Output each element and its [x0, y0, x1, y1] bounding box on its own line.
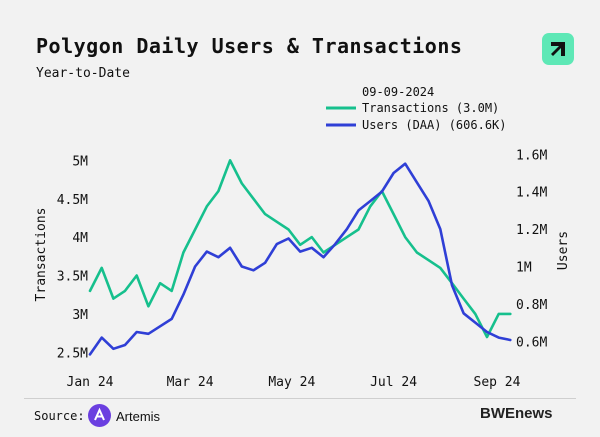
y-left-tick-label: 5M — [72, 154, 88, 169]
y-right-axis-label: Users — [556, 231, 571, 270]
series-line-transactions — [88, 159, 512, 339]
x-tick-label: Jul 24 — [370, 375, 417, 390]
y-left-tick-label: 3M — [72, 308, 88, 323]
line-chart: 2.5M 3M 3.5M 4M 4.5M 5M 0.6M 0.8M 1M 1.2M 1.4M 1.6M… — [34, 85, 571, 390]
logo-glyph-icon — [551, 42, 565, 56]
watermark-logo: BWEnews — [480, 405, 553, 422]
y-left-tick-label: 4.5M — [57, 193, 88, 208]
artemis-icon — [88, 404, 111, 427]
y-right-tick-label: 0.6M — [516, 335, 547, 350]
brand-logo-icon — [542, 33, 574, 65]
chart-subtitle: Year-to-Date — [36, 66, 130, 81]
y-left-tick-label: 3.5M — [57, 270, 88, 285]
artemis-glyph-icon — [94, 407, 105, 421]
chart-title: Polygon Daily Users & Transactions — [36, 34, 463, 58]
x-tick-label: Mar 24 — [167, 375, 214, 390]
y-left-tick-label: 2.5M — [57, 346, 88, 361]
series-line-users — [88, 162, 512, 356]
legend-entry-transactions: Transactions (3.0M) — [362, 101, 499, 115]
footer-divider — [24, 398, 576, 399]
y-right-tick-label: 1.4M — [516, 186, 547, 201]
x-tick-label: Sep 24 — [474, 375, 521, 390]
x-tick-label: Jan 24 — [67, 375, 114, 390]
source-label: Source: — [34, 409, 85, 423]
y-right-tick-label: 1.2M — [516, 223, 547, 238]
legend-date: 09-09-2024 — [362, 85, 434, 99]
y-right-tick-label: 0.8M — [516, 298, 547, 313]
y-right-tick-label: 1M — [516, 261, 532, 276]
y-right-tick-label: 1.6M — [516, 148, 547, 163]
legend-entry-users: Users (DAA) (606.6K) — [362, 118, 507, 132]
y-left-axis-label: Transactions — [34, 208, 49, 302]
y-left-tick-label: 4M — [72, 231, 88, 246]
x-tick-label: May 24 — [268, 375, 315, 390]
source-provider[interactable]: Artemis — [116, 409, 161, 424]
